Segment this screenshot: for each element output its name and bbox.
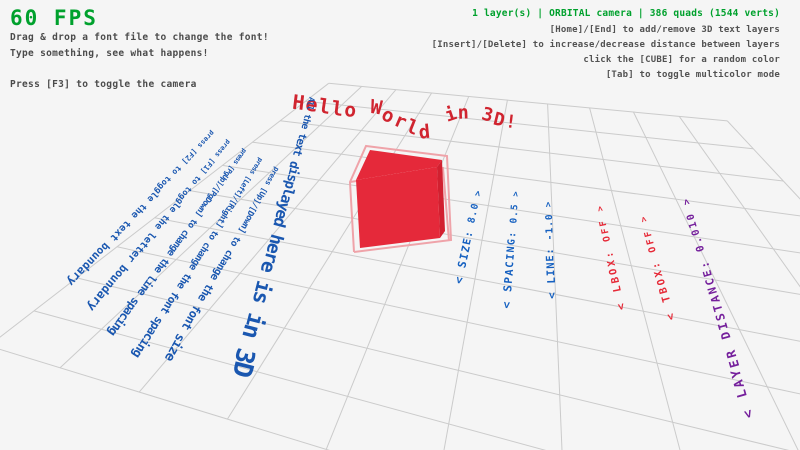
fps-counter: 60 FPS: [10, 6, 98, 30]
cube-top-face: [356, 150, 442, 180]
cube-front-face: [356, 167, 440, 248]
help-toggle-camera: Press [F3] to toggle the camera: [10, 79, 197, 90]
cube-wireframe: [348, 144, 453, 253]
help-drag-drop: Drag & drop a font file to change the fo…: [10, 32, 269, 43]
help-layer-distance: [Insert]/[Delete] to increase/decrease d…: [431, 40, 780, 50]
cube-right-face: [437, 160, 445, 238]
help-multicolor-mode: [Tab] to toggle multicolor mode: [605, 70, 780, 80]
status-bar: 1 layer(s) | ORBITAL camera | 386 quads …: [472, 8, 780, 19]
help-add-remove-layers: [Home]/[End] to add/remove 3D text layer…: [549, 25, 780, 35]
help-cube-color: click the [CUBE] for a random color: [583, 55, 780, 65]
help-type-something: Type something, see what happens!: [10, 48, 209, 59]
